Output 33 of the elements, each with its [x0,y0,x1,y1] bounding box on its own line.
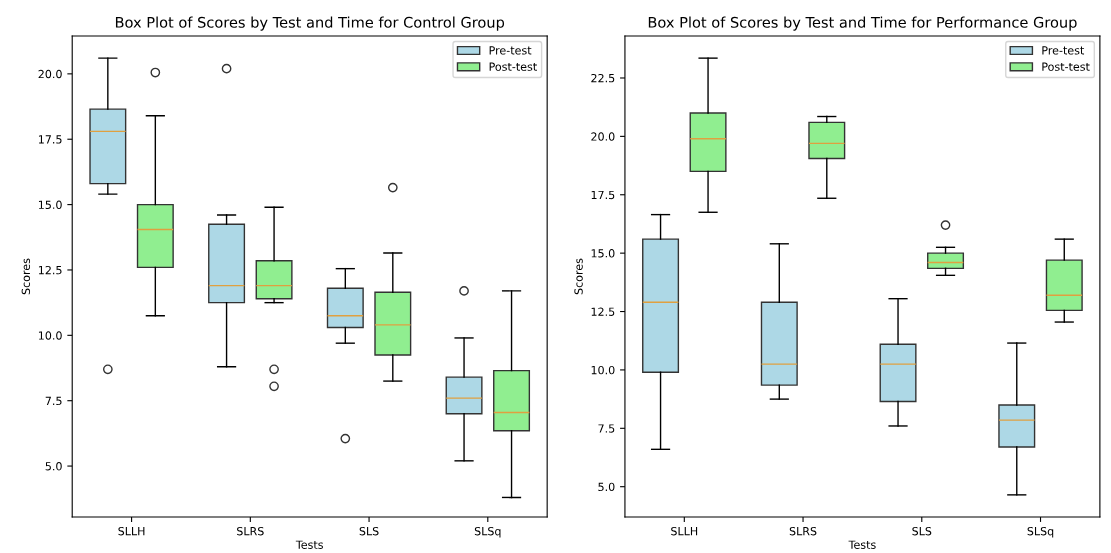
y-tick-label: 7.5 [598,424,615,433]
chart-title: Box Plot of Scores by Test and Time for Control Group [115,16,505,31]
x-axis-title: Tests [848,540,876,549]
x-tick-label: SLLH [671,526,698,536]
legend-label: Pre-test [1042,46,1085,55]
x-axis-title: Tests [295,540,323,549]
y-tick-label: 17.5 [38,135,62,144]
y-tick-label: 15.0 [38,200,62,209]
y-tick-label: 17.5 [591,190,615,200]
chart-title: Box Plot of Scores by Test and Time for Performance Group [648,16,1077,31]
y-tick-label: 20.0 [38,69,62,79]
y-tick-label: 12.5 [38,265,62,275]
y-tick-label: 10.0 [591,365,615,375]
x-tick-label: SLSq [474,526,501,538]
y-tick-label: 7.5 [45,396,62,406]
x-tick-label: SLSq [1027,526,1054,538]
y-tick-label: 15.0 [591,249,615,258]
x-tick-label: SLLH [118,526,145,536]
y-tick-label: 20.0 [591,132,615,141]
legend-label: Pre-test [489,46,532,55]
legend-label: Post-test [1042,62,1090,71]
x-tick-label: SLRS [237,526,264,536]
y-tick-label: 12.5 [591,307,615,316]
y-tick-label: 10.0 [38,331,62,340]
legend-label: Post-test [489,62,537,71]
y-tick-label: 5.0 [598,482,615,492]
y-tick-label: 22.5 [591,73,615,83]
x-tick-label: SLS [359,526,379,536]
x-tick-label: SLS [912,526,932,536]
y-tick-label: 5.0 [45,462,62,471]
y-axis-title: Scores [21,258,31,295]
y-axis-title: Scores [574,258,583,295]
x-tick-label: SLRS [789,526,817,536]
